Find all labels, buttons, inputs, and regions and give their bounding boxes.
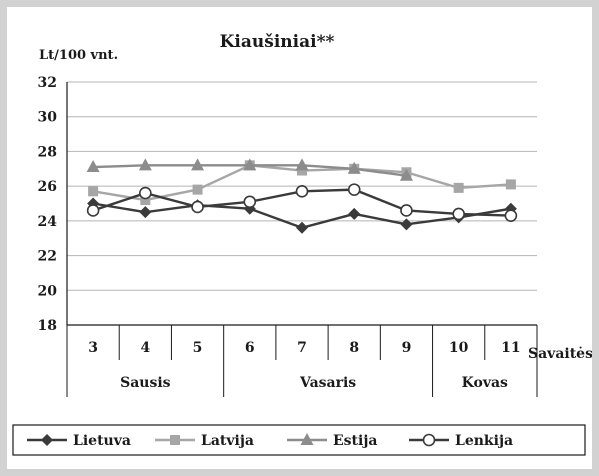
series-lenkija (86, 183, 518, 222)
y-tick-label: 20 (38, 283, 58, 299)
data-point (504, 209, 518, 222)
data-point (192, 184, 203, 195)
y-tick-labels: 18 20 22 24 26 28 30 32 (38, 75, 58, 334)
data-point (297, 165, 307, 176)
data-point (347, 183, 361, 196)
legend-entry: Lenkija (409, 433, 513, 449)
legend-label: Lietuva (73, 433, 131, 449)
x-tick-label: 3 (88, 340, 98, 356)
y-tick-label: 26 (38, 179, 57, 195)
data-point (453, 182, 464, 193)
chart-title: Kiaušiniai** (220, 32, 335, 52)
y-tick-label: 30 (38, 110, 58, 126)
y-tick-label: 22 (38, 249, 57, 265)
x-tick-label: 9 (402, 340, 412, 356)
data-point (88, 186, 99, 197)
series-group (86, 158, 518, 234)
data-point (296, 221, 308, 234)
x-category-axis: 3 4 5 6 7 8 9 10 11 Sausis Vasaris Kovas (66, 324, 538, 397)
chart-frame: Kiaušiniai** Lt/100 vnt. Savaitės 18 20 22… (7, 7, 592, 469)
x-tick-label: 6 (245, 340, 255, 356)
data-point (295, 185, 309, 198)
legend-entry: Latvija (155, 433, 254, 449)
data-point (86, 160, 100, 173)
data-point (139, 186, 152, 200)
data-point (191, 158, 205, 171)
legend-label: Estija (333, 433, 377, 449)
data-point (348, 207, 361, 220)
data-point (138, 158, 152, 171)
x-tick-label: 7 (297, 340, 307, 356)
x-axis-label: Savaitės (528, 346, 592, 362)
y-axis-label: Lt/100 vnt. (39, 48, 118, 63)
grid-lines (66, 81, 537, 326)
legend: Lietuva Latvija Estija Lenkija (27, 433, 513, 449)
legend-label: Latvija (201, 433, 254, 449)
data-point (295, 158, 309, 171)
data-point (243, 195, 257, 209)
data-point (300, 433, 314, 445)
data-point (170, 435, 180, 445)
y-tick-label: 28 (38, 144, 57, 160)
x-tick-label: 4 (140, 340, 150, 356)
data-point (140, 195, 151, 206)
data-point (400, 204, 413, 217)
data-point (422, 433, 436, 447)
legend-entry: Lietuva (27, 433, 131, 449)
y-tick-label: 32 (38, 75, 57, 91)
line-chart: Kiaušiniai** Lt/100 vnt. Savaitės 18 20 22… (12, 32, 592, 456)
data-point (243, 158, 257, 171)
series-lietuva (87, 197, 517, 234)
data-point (139, 206, 152, 219)
series-estija (86, 158, 413, 181)
month-label: Kovas (462, 375, 508, 391)
legend-label: Lenkija (455, 433, 513, 449)
x-tick-label: 8 (349, 340, 359, 356)
month-label: Sausis (120, 375, 171, 391)
data-point (452, 207, 465, 221)
x-tick-label: 5 (193, 340, 203, 356)
y-tick-label: 18 (38, 318, 57, 334)
y-tick-label: 24 (38, 214, 58, 230)
data-point (505, 179, 516, 190)
data-point (86, 204, 100, 217)
data-point (399, 168, 413, 181)
data-point (191, 200, 204, 214)
month-label: Vasaris (299, 375, 356, 391)
x-tick-label: 11 (501, 340, 520, 356)
data-point (347, 161, 361, 174)
data-point (400, 218, 413, 231)
data-point (41, 434, 53, 446)
x-tick-label: 10 (449, 340, 469, 356)
legend-entry: Estija (287, 433, 377, 449)
